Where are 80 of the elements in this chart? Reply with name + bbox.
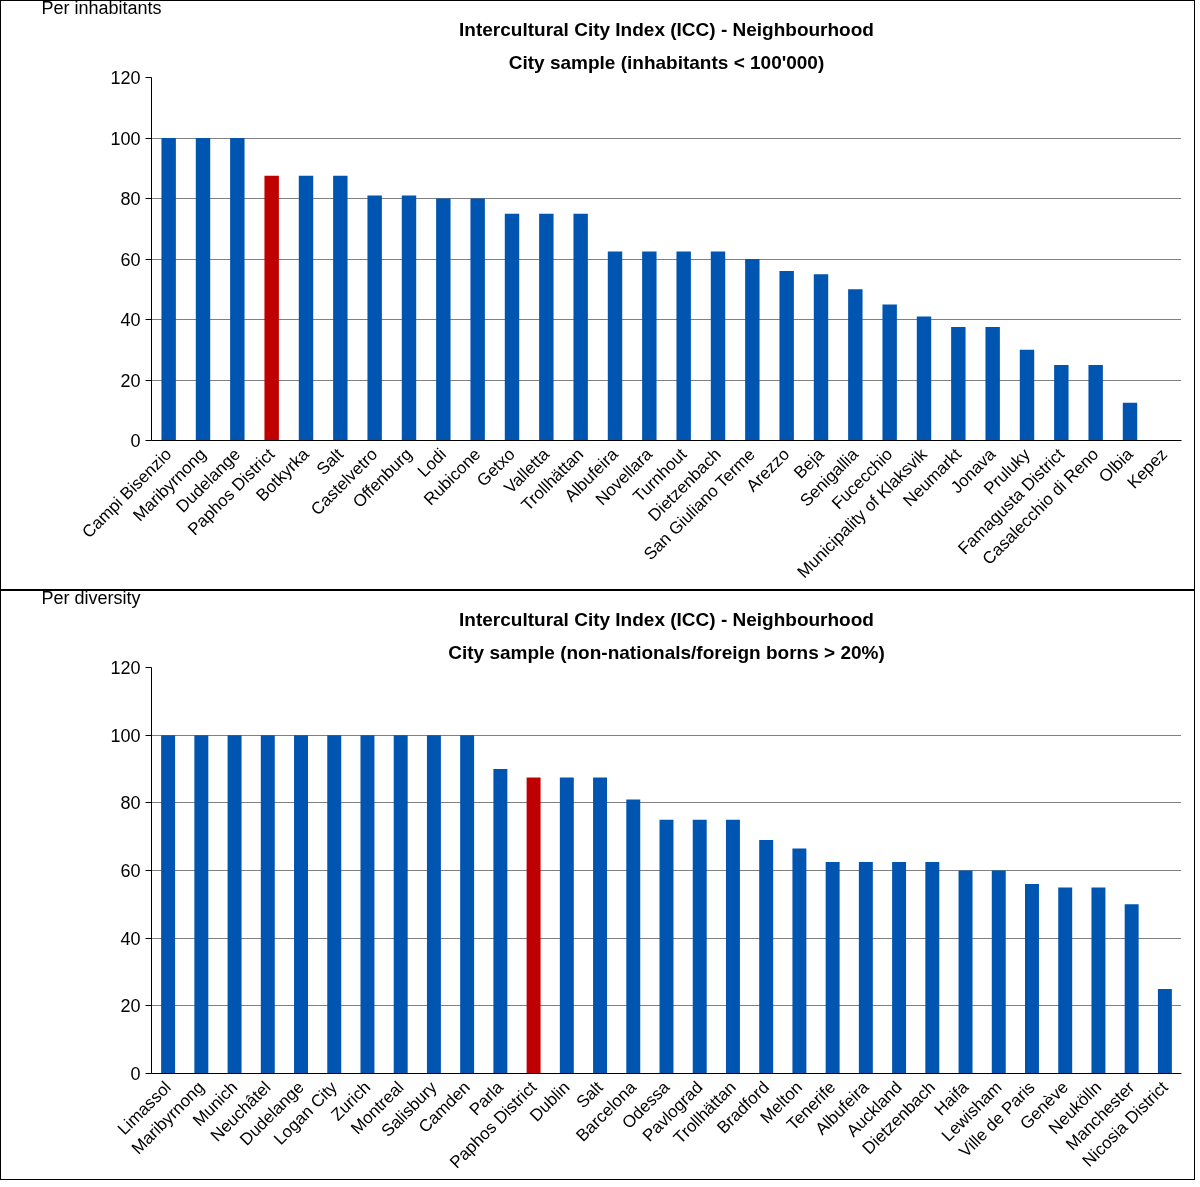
bar: [401, 195, 417, 441]
bar: [1091, 887, 1106, 1074]
text: Per diversity: [41, 587, 141, 608]
bar: [951, 327, 966, 441]
bar: [1088, 364, 1103, 441]
bar: [333, 175, 348, 441]
bar: [573, 213, 588, 441]
bar: [1157, 988, 1172, 1074]
bar: [759, 840, 774, 1074]
y-tick-label: 20: [120, 370, 141, 391]
chart-subtitle: City sample (inhabitants < 100'000): [508, 51, 825, 73]
bar: [779, 271, 794, 441]
bar: [294, 735, 308, 1074]
bar: [327, 735, 342, 1074]
bar: [1058, 887, 1073, 1074]
bar: [925, 862, 940, 1074]
bar: [393, 735, 408, 1074]
bar: [227, 735, 242, 1074]
y-tick-label: 80: [120, 793, 141, 814]
bar: [813, 274, 829, 441]
bar: [882, 304, 897, 441]
bar: [460, 735, 475, 1074]
chart-title: Intercultural City Index (ICC) - Neighbourhood: [459, 18, 874, 40]
bar: [230, 138, 245, 441]
bar: [161, 735, 176, 1074]
y-tick-label: 120: [110, 68, 141, 88]
bar: [607, 251, 623, 441]
bar: [858, 862, 873, 1074]
bar: [493, 769, 508, 1074]
bar: [264, 175, 279, 441]
bar: [958, 870, 973, 1074]
bar: [642, 251, 657, 441]
bar: [1124, 904, 1139, 1074]
bar: [825, 862, 840, 1074]
y-tick-label: 100: [110, 725, 141, 746]
bar: [892, 862, 907, 1074]
bar: [1054, 364, 1069, 441]
bar: [195, 138, 211, 441]
bar: [559, 777, 574, 1074]
bar: [426, 735, 441, 1074]
chart-subtitle: City sample (non-nationals/foreign borns > 20%): [448, 641, 885, 663]
bar: [725, 819, 740, 1074]
chart-title: Intercultural City Index (ICC) - Neighbourhood: [459, 608, 874, 630]
bar: [260, 735, 275, 1074]
bar: [504, 213, 520, 441]
y-tick-label: 20: [120, 996, 141, 1017]
bar: [659, 819, 674, 1074]
y-tick-label: 60: [120, 861, 141, 881]
y-tick-label: 80: [120, 189, 141, 209]
text: Per inhabitants: [41, 0, 162, 18]
bar: [593, 777, 608, 1074]
bar: [676, 251, 691, 441]
bar: [1019, 349, 1035, 441]
bar: [436, 198, 451, 441]
y-tick-label: 60: [120, 249, 141, 270]
bar: [626, 799, 641, 1074]
bar: [745, 259, 760, 441]
y-tick-label: 40: [120, 928, 141, 949]
bar: [526, 777, 541, 1074]
bar: [916, 316, 932, 441]
y-tick-label: 0: [130, 431, 141, 451]
bar: [367, 195, 382, 441]
bar: [985, 327, 1000, 441]
bar: [161, 138, 176, 441]
bar: [539, 213, 554, 441]
bar: [470, 198, 485, 441]
bar: [848, 289, 863, 441]
bar: [1122, 402, 1138, 441]
bar: [792, 848, 807, 1074]
y-tick-label: 120: [110, 658, 141, 678]
bar: [298, 175, 314, 441]
bar: [360, 735, 375, 1074]
bar: [692, 819, 707, 1074]
y-tick-label: 100: [110, 128, 141, 149]
bar: [194, 735, 209, 1074]
bar: [1025, 884, 1039, 1074]
bar: [710, 251, 726, 441]
y-tick-label: 0: [130, 1064, 141, 1084]
y-tick-label: 40: [120, 310, 141, 330]
bar: [991, 870, 1006, 1074]
